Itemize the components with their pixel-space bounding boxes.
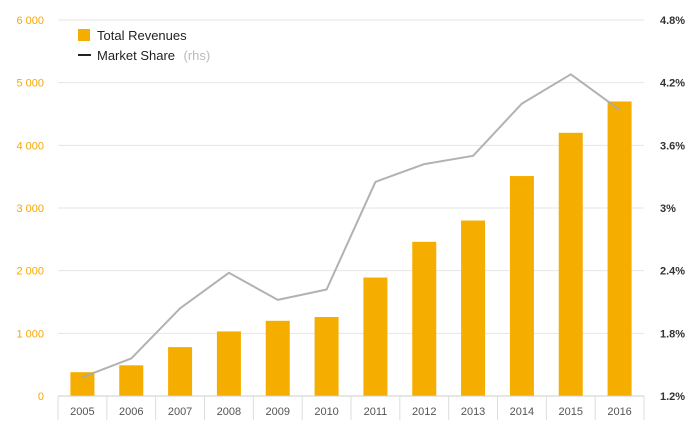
legend-label-total-revenues: Total Revenues <box>97 28 187 43</box>
line-layer <box>82 73 621 379</box>
market-share-line <box>82 73 621 379</box>
y-left-tick-label: 0 <box>38 391 44 403</box>
y-left-tick-label: 6 000 <box>16 15 44 27</box>
bar <box>412 241 437 396</box>
y-right-tick-label: 2.4% <box>660 266 685 278</box>
x-tick-label: 2013 <box>461 406 485 418</box>
x-tick-label: 2007 <box>168 406 192 418</box>
bar <box>461 220 486 396</box>
y-left-tick-label: 2 000 <box>16 266 44 278</box>
x-tick-label: 2010 <box>314 406 338 418</box>
x-tick-label: 2014 <box>510 406 534 418</box>
x-tick-label: 2005 <box>70 406 94 418</box>
y-left-tick-label: 1 000 <box>16 328 44 340</box>
bar <box>363 277 388 396</box>
legend-swatch-total-revenues <box>78 29 90 41</box>
y-right-tick-label: 3% <box>660 203 676 215</box>
bar <box>265 320 290 396</box>
y-left-tick-label: 3 000 <box>16 203 44 215</box>
bar <box>168 347 193 396</box>
y-left-tick-label: 4 000 <box>16 140 44 152</box>
bar <box>119 365 144 396</box>
legend-label-market-share: Market Share (rhs) <box>97 47 210 64</box>
y-left-tick-label: 5 000 <box>16 78 44 90</box>
y-right-tick-label: 1.8% <box>660 328 685 340</box>
x-tick-label: 2015 <box>559 406 583 418</box>
y-right-tick-label: 3.6% <box>660 140 685 152</box>
axis-layer: 0 1 000 2 000 3 000 4 000 5 000 6 000 1.2% 1.8% 2… <box>16 15 685 420</box>
x-tick-label: 2006 <box>119 406 143 418</box>
x-tick-label: 2009 <box>266 406 290 418</box>
bar <box>216 331 241 396</box>
x-tick-label: 2011 <box>364 406 388 418</box>
bar <box>558 132 583 397</box>
y-right-tick-label: 1.2% <box>660 391 685 403</box>
y-right-tick-label: 4.2% <box>660 78 685 90</box>
bar <box>314 317 339 396</box>
legend-series-name: Market Share <box>97 48 175 63</box>
x-tick-label: 2012 <box>412 406 436 418</box>
legend: Total Revenues Market Share (rhs) <box>78 28 210 64</box>
bars-layer <box>70 101 632 397</box>
bar <box>70 372 95 396</box>
x-tick-label: 2008 <box>217 406 241 418</box>
legend-series-note: (rhs) <box>184 48 211 63</box>
bar <box>509 176 534 396</box>
bar <box>607 101 632 396</box>
grid-layer <box>58 19 644 334</box>
y-right-tick-label: 4.8% <box>660 15 685 27</box>
x-tick-label: 2016 <box>607 406 631 418</box>
